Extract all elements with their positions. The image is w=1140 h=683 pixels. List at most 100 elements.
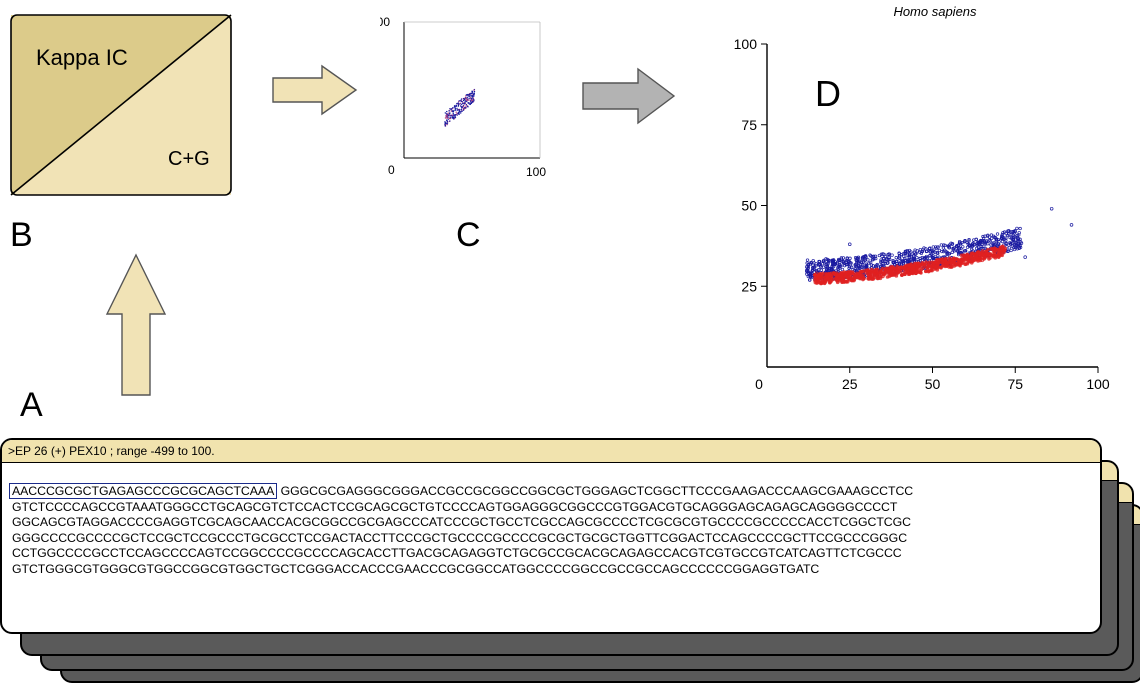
data-point-blue [827, 266, 831, 271]
small-plot-point [469, 103, 471, 105]
data-point-outlier [914, 271, 918, 276]
data-point-outlier [1069, 223, 1074, 227]
sequence-line-5: CCTGGCCCCGCCTCCAGCCCCAGTCCGGCCCCGCCCCAGC… [12, 546, 902, 560]
small-plot-point [468, 97, 470, 100]
data-point-red [813, 280, 818, 285]
data-point-red [916, 261, 921, 266]
x-tick-label: 75 [1007, 376, 1023, 392]
y-tick-label: 100 [734, 36, 758, 52]
data-point-red [901, 265, 906, 270]
small-plot-point [466, 99, 468, 102]
small-plot-point [456, 102, 458, 105]
data-point-blue [955, 249, 959, 253]
data-point-blue [1015, 226, 1019, 231]
main-plot-point-cloud [804, 206, 1074, 286]
data-point-blue [1008, 242, 1012, 246]
data-point-blue [908, 252, 912, 257]
data-point-outlier [1049, 206, 1054, 211]
small-plot-point [473, 90, 476, 93]
data-point-red [997, 249, 1002, 254]
small-plot-point [448, 117, 451, 120]
data-point-blue [1005, 241, 1009, 246]
data-point-blue [993, 236, 998, 240]
data-point-red [825, 275, 830, 280]
small-plot-point [472, 94, 475, 96]
data-point-blue [890, 253, 894, 257]
small-plot-point [444, 122, 447, 124]
data-point-blue [869, 263, 874, 267]
data-point-red [972, 254, 977, 259]
data-point-blue [908, 258, 912, 262]
data-point-blue [912, 250, 917, 254]
x-tick-label: 0 [755, 376, 763, 392]
data-point-blue [850, 265, 854, 269]
data-point-red [859, 276, 863, 281]
data-point-blue [874, 256, 878, 261]
arrow-b-to-c [272, 64, 358, 116]
panel-label-c: C [456, 216, 481, 254]
data-point-blue [867, 261, 871, 265]
sequence-line-6: GTCTGGGCGTGGGCGTGGCCGGCGTGGCTGCTCGGGACCA… [12, 561, 820, 576]
x-tick-label: 25 [842, 376, 858, 392]
data-point-blue [906, 260, 910, 264]
small-plot-point [454, 107, 457, 109]
data-point-blue [950, 250, 954, 254]
data-point-red [929, 264, 933, 269]
data-point-outlier [947, 265, 951, 269]
data-point-red [991, 247, 996, 252]
data-point-blue [1007, 246, 1011, 250]
data-point-blue [943, 243, 947, 248]
data-point-red [867, 277, 871, 281]
data-point-blue [879, 260, 883, 265]
data-point-blue [839, 264, 843, 268]
small-plot-point [452, 107, 454, 109]
data-point-red [975, 257, 980, 261]
arrow-a-to-b [105, 253, 167, 396]
x-tick-label: 50 [925, 376, 941, 392]
small-plot-point [470, 95, 473, 97]
data-point-blue [981, 234, 985, 239]
data-point-outlier [864, 265, 869, 269]
data-point-blue [863, 254, 868, 258]
small-plot-point [460, 106, 462, 108]
data-point-blue [981, 236, 986, 240]
small-plot-point [464, 95, 467, 97]
small-plot-point [473, 100, 475, 102]
data-point-blue [944, 250, 948, 254]
small-plot-point [470, 93, 472, 95]
data-point-blue [887, 252, 891, 256]
data-point-blue [1008, 240, 1012, 245]
data-point-blue [806, 269, 810, 274]
small-plot-point [462, 102, 464, 105]
data-point-blue [808, 278, 812, 282]
data-point-red [879, 268, 884, 273]
data-point-blue [1015, 233, 1020, 238]
data-point-blue [1002, 230, 1007, 234]
data-point-blue [853, 263, 857, 267]
data-point-blue [811, 259, 815, 263]
data-point-red [899, 265, 903, 270]
small-plot-point [456, 109, 459, 111]
data-point-blue [825, 257, 829, 262]
data-point-red [898, 269, 903, 274]
small-plot-point [452, 112, 454, 115]
small-plot-point [471, 91, 473, 93]
small-plot-point [459, 102, 461, 105]
small-plot-point [454, 116, 457, 119]
data-point-blue [857, 261, 861, 266]
data-point-red [872, 272, 877, 277]
kappa-ic-label: Kappa IC [36, 45, 128, 70]
small-plot-point [460, 107, 463, 109]
data-point-blue [901, 259, 905, 264]
data-point-red [964, 257, 968, 261]
data-point-blue [990, 236, 994, 241]
small-plot-point [466, 94, 468, 97]
data-point-outlier [881, 252, 885, 256]
sequence-line-2: GTCTCCCCAGCCGTAAATGGGCCTGCAGCGTCTCCACTCC… [12, 499, 898, 514]
data-point-red [853, 273, 858, 278]
small-scatter-plot: 100 0 100 [380, 15, 546, 179]
dna-sequence: AACCCGCGCTGAGAGCCCGCGCAGCTCAAA GGGCGCGAG… [9, 483, 1092, 577]
data-point-red [939, 265, 943, 270]
data-point-blue [903, 250, 908, 254]
data-point-blue [1006, 229, 1010, 233]
